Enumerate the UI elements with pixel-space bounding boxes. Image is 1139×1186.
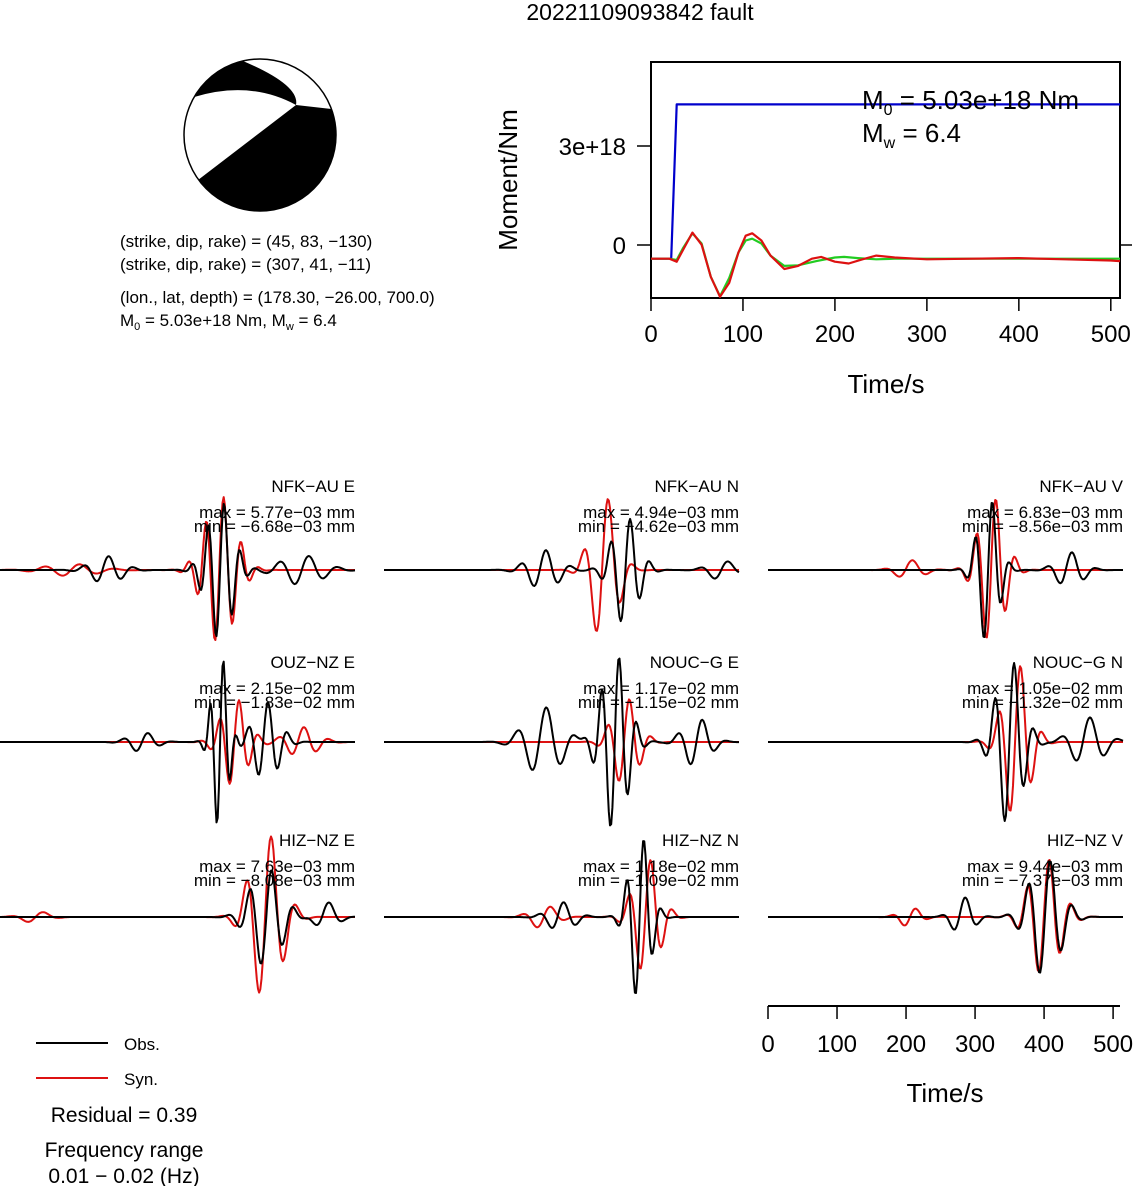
moment-ylabel: Moment/Nm — [493, 109, 523, 251]
trace-max-label: max = 9.44e−03 mm — [967, 857, 1123, 876]
trace-station-label: HIZ−NZ N — [662, 831, 739, 850]
trace-min-label: min = −4.62e−03 mm — [578, 517, 739, 536]
mechanism-info: (strike, dip, rake) = (45, 83, −130) (st… — [120, 232, 435, 333]
beachball-compressional-quadrant — [198, 105, 337, 211]
moment-rate-line-b — [651, 231, 1121, 298]
trace-max-label: max = 5.77e−03 mm — [199, 503, 355, 522]
mw-label: Mw = 6.4 — [862, 118, 961, 152]
moment-xlabel: Time/s — [847, 369, 924, 399]
ytick-label: 0 — [613, 233, 626, 260]
trace-min-label: min = −1.15e−02 mm — [578, 693, 739, 712]
trace-station-label: NFK−AU V — [1039, 477, 1123, 496]
trace-xtick-label: 400 — [1024, 1031, 1064, 1058]
observed-trace — [0, 660, 355, 824]
trace-max-label: max = 2.15e−02 mm — [199, 679, 355, 698]
ytick-label: 3e+18 — [559, 134, 626, 161]
moment-rate-line-a — [651, 232, 1120, 298]
trace-min-label: min = −1.32e−02 mm — [962, 693, 1123, 712]
trace-max-label: max = 7.63e−03 mm — [199, 857, 355, 876]
nodal-plane-1: (strike, dip, rake) = (45, 83, −130) — [120, 232, 372, 251]
trace-max-label: max = 1.05e−02 mm — [967, 679, 1123, 698]
trace-station-label: HIZ−NZ V — [1047, 831, 1124, 850]
trace-max-label: max = 1.17e−02 mm — [583, 679, 739, 698]
trace-xtick-label: 0 — [761, 1031, 774, 1058]
trace-station-label: NOUC−G E — [650, 653, 739, 672]
trace-max-label: max = 1.18e−02 mm — [583, 857, 739, 876]
observed-trace — [768, 662, 1124, 822]
trace-time-axis: 0 100 200 300 400 500 Time/s — [761, 1005, 1133, 1108]
observed-trace — [0, 869, 355, 965]
trace-xtick-label: 500 — [1093, 1031, 1133, 1058]
nodal-plane-2: (strike, dip, rake) = (307, 41, −11) — [120, 255, 371, 274]
moment-plot-frame — [650, 61, 1121, 299]
xtick-label: 500 — [1091, 321, 1131, 348]
trace-station-label: NOUC−G N — [1033, 653, 1123, 672]
legend: Obs. Syn. — [36, 1035, 160, 1089]
trace-min-label: min = −7.37e−03 mm — [962, 871, 1123, 890]
moment-rate-chart: 3e+18 0 Moment/Nm 0 100 200 300 400 500 Time/… — [493, 61, 1132, 399]
beachball-compressional-quadrant — [194, 60, 297, 105]
observed-trace — [384, 517, 740, 623]
trace-min-label: min = −1.83e−02 mm — [194, 693, 355, 712]
trace-station-label: OUZ−NZ E — [270, 653, 355, 672]
trace-station-label: NFK−AU E — [271, 477, 355, 496]
xtick-label: 200 — [815, 321, 855, 348]
trace-xtick-label: 200 — [886, 1031, 926, 1058]
trace-station-label: HIZ−NZ E — [279, 831, 355, 850]
moment-summary: M0 = 5.03e+18 Nm, Mw = 6.4 — [120, 311, 337, 333]
figure-title: 20221109093842 fault — [526, 0, 754, 25]
frequency-range-value: 0.01 − 0.02 (Hz) — [48, 1165, 199, 1186]
trace-xtick-label: 100 — [817, 1031, 857, 1058]
observed-trace — [384, 657, 739, 827]
residual-label: Residual = 0.39 — [51, 1104, 198, 1127]
xtick-label: 100 — [723, 321, 763, 348]
observed-trace — [0, 502, 356, 638]
trace-max-label: max = 6.83e−03 mm — [967, 503, 1123, 522]
trace-xtick-label: 300 — [955, 1031, 995, 1058]
trace-min-label: min = −1.09e−02 mm — [578, 871, 739, 890]
trace-min-label: min = −8.08e−03 mm — [194, 871, 355, 890]
hypocenter: (lon., lat, depth) = (178.30, −26.00, 70… — [120, 288, 435, 307]
frequency-range-label: Frequency range — [45, 1139, 204, 1162]
observed-trace — [768, 502, 1123, 638]
observed-trace — [384, 840, 739, 994]
xtick-label: 400 — [999, 321, 1039, 348]
moment-cumulative-line — [651, 103, 1120, 260]
trace-min-label: min = −8.56e−03 mm — [962, 517, 1123, 536]
m0-label: M0 = 5.03e+18 Nm — [862, 85, 1079, 119]
trace-min-label: min = −6.68e−03 mm — [194, 517, 355, 536]
observed-trace — [768, 860, 1123, 974]
trace-xlabel: Time/s — [906, 1078, 983, 1108]
xtick-label: 0 — [644, 321, 657, 348]
legend-obs-label: Obs. — [124, 1035, 160, 1054]
trace-station-label: NFK−AU N — [654, 477, 739, 496]
legend-syn-label: Syn. — [124, 1070, 158, 1089]
beachball-icon — [183, 58, 337, 212]
trace-max-label: max = 4.94e−03 mm — [583, 503, 739, 522]
xtick-label: 300 — [907, 321, 947, 348]
synthetic-trace — [0, 496, 355, 641]
